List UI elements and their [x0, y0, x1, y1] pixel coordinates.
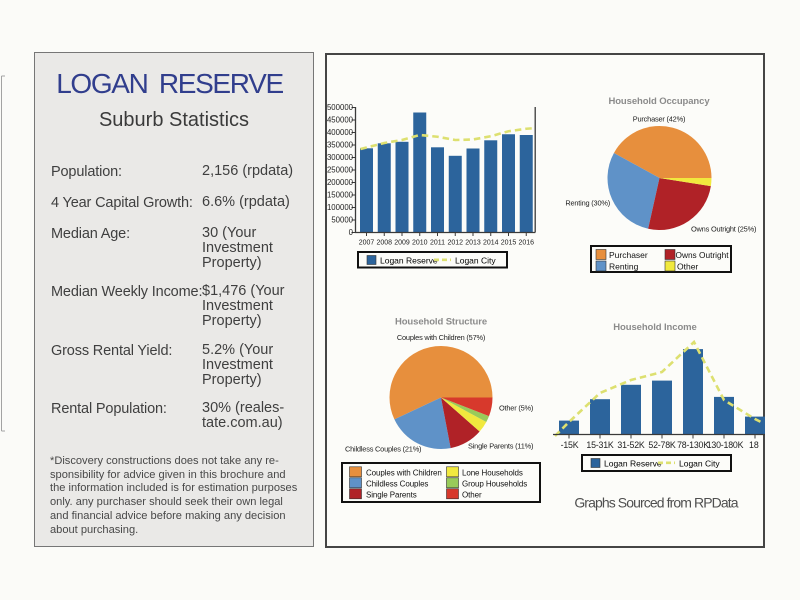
svg-text:450000: 450000: [327, 116, 354, 125]
svg-text:250000: 250000: [327, 166, 354, 175]
svg-text:400000: 400000: [327, 128, 354, 137]
svg-text:2012: 2012: [447, 240, 463, 247]
svg-text:Household Occupancy: Household Occupancy: [608, 96, 710, 107]
svg-text:130-180K: 130-180K: [707, 440, 744, 450]
svg-text:Single Parents (11%): Single Parents (11%): [468, 442, 533, 451]
svg-text:-15K: -15K: [561, 440, 579, 450]
svg-text:Household Structure: Household Structure: [395, 317, 487, 328]
svg-text:2016: 2016: [518, 240, 534, 247]
svg-text:2007: 2007: [359, 240, 375, 247]
svg-text:2014: 2014: [483, 240, 499, 247]
svg-text:Other: Other: [677, 262, 698, 272]
svg-text:31-52K: 31-52K: [617, 440, 644, 450]
svg-text:Logan City: Logan City: [455, 256, 496, 266]
svg-text:150000: 150000: [327, 191, 354, 200]
svg-text:Owns Outright: Owns Outright: [676, 250, 730, 260]
svg-text:Group Households: Group Households: [462, 479, 527, 488]
svg-text:0: 0: [349, 228, 354, 237]
svg-text:350000: 350000: [327, 141, 354, 150]
svg-text:Household Income: Household Income: [613, 322, 696, 333]
svg-text:2010: 2010: [412, 240, 428, 247]
svg-text:Childless Couples: Childless Couples: [366, 479, 428, 488]
svg-text:18: 18: [749, 440, 759, 450]
svg-text:Other (5%): Other (5%): [499, 404, 533, 413]
svg-text:Couples with Children (57%): Couples with Children (57%): [397, 333, 485, 342]
svg-text:Childless Couples (21%): Childless Couples (21%): [345, 445, 421, 454]
svg-text:52-78K: 52-78K: [648, 440, 675, 450]
svg-text:50000: 50000: [331, 216, 353, 225]
svg-text:500000: 500000: [327, 103, 354, 112]
svg-text:200000: 200000: [327, 178, 354, 187]
svg-text:2009: 2009: [394, 240, 410, 247]
svg-text:Renting (30%): Renting (30%): [565, 199, 610, 208]
svg-text:2013: 2013: [465, 240, 481, 247]
svg-text:Purchaser (42%): Purchaser (42%): [633, 115, 685, 124]
svg-text:300000: 300000: [327, 153, 354, 162]
svg-text:Purchaser: Purchaser: [609, 250, 648, 260]
svg-text:2015: 2015: [501, 240, 517, 247]
svg-text:2011: 2011: [430, 240, 445, 247]
svg-text:Single Parents: Single Parents: [366, 490, 417, 499]
svg-text:100000: 100000: [327, 203, 354, 212]
svg-text:Logan Reserve: Logan Reserve: [380, 256, 438, 266]
svg-text:Logan City: Logan City: [679, 459, 720, 469]
svg-text:Renting: Renting: [609, 262, 639, 272]
svg-text:Other: Other: [462, 490, 482, 499]
svg-text:Owns Outright (25%): Owns Outright (25%): [691, 225, 756, 234]
svg-text:Couples with Children: Couples with Children: [366, 468, 442, 477]
svg-text:Graphs Sourced from RPData: Graphs Sourced from RPData: [574, 495, 738, 511]
svg-text:Lone Households: Lone Households: [462, 468, 523, 477]
svg-text:78-130K: 78-130K: [677, 440, 709, 450]
svg-text:Logan Reserve: Logan Reserve: [604, 459, 662, 469]
svg-text:2008: 2008: [376, 240, 392, 247]
svg-text:15-31K: 15-31K: [586, 440, 613, 450]
